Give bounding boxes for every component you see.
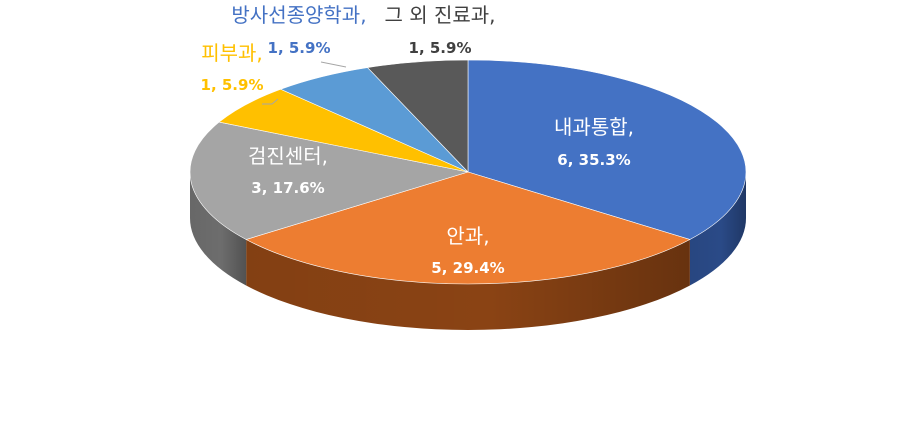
pie-tops [189,59,747,285]
leader-line-3 [262,98,279,105]
data-label-2: 검진센터, 3, 17.6% [248,144,328,197]
data-label-5: 그 외 진료과, 1, 5.9% [384,3,495,57]
pie-side-shade-1 [246,239,690,331]
slice-value-label: 3, 17.6% [251,179,324,197]
pie-slice-5 [366,59,469,173]
slice-category-label: 방사선종양학과, [231,3,366,27]
data-label-0: 내과통합, 6, 35.3% [554,115,634,169]
pie-side-shade-0 [689,172,746,286]
pie-slice-1 [245,171,691,285]
data-label-3: 피부과, 1, 5.9% [201,41,264,94]
slice-category-label: 피부과, [201,41,263,65]
data-labels: 내과통합, 6, 35.3% 안과, 5, 29.4% 검진센터, 3, 17.6% 피부과… [201,3,634,277]
slice-value-label: 5, 29.4% [431,259,504,277]
leader-lines [262,61,347,105]
leader-line-4 [320,61,347,68]
slice-category-label: 안과, [446,224,489,248]
slice-value-label: 6, 35.3% [557,151,630,169]
slice-value-label: 1, 5.9% [201,76,264,94]
pie-sides [190,172,746,331]
slice-category-label: 내과통합, [554,115,634,139]
pie-slice-2 [189,121,469,240]
slice-category-label: 검진센터, [248,144,328,168]
slice-category-label: 그 외 진료과, [384,3,495,27]
slice-value-label: 1, 5.9% [268,39,331,57]
data-label-4: 방사선종양학과, 1, 5.9% [231,3,366,57]
data-label-1: 안과, 5, 29.4% [431,224,504,277]
pie-side-shade-2 [190,172,247,286]
slice-value-label: 1, 5.9% [409,39,472,57]
pie-slice-0 [467,59,747,240]
